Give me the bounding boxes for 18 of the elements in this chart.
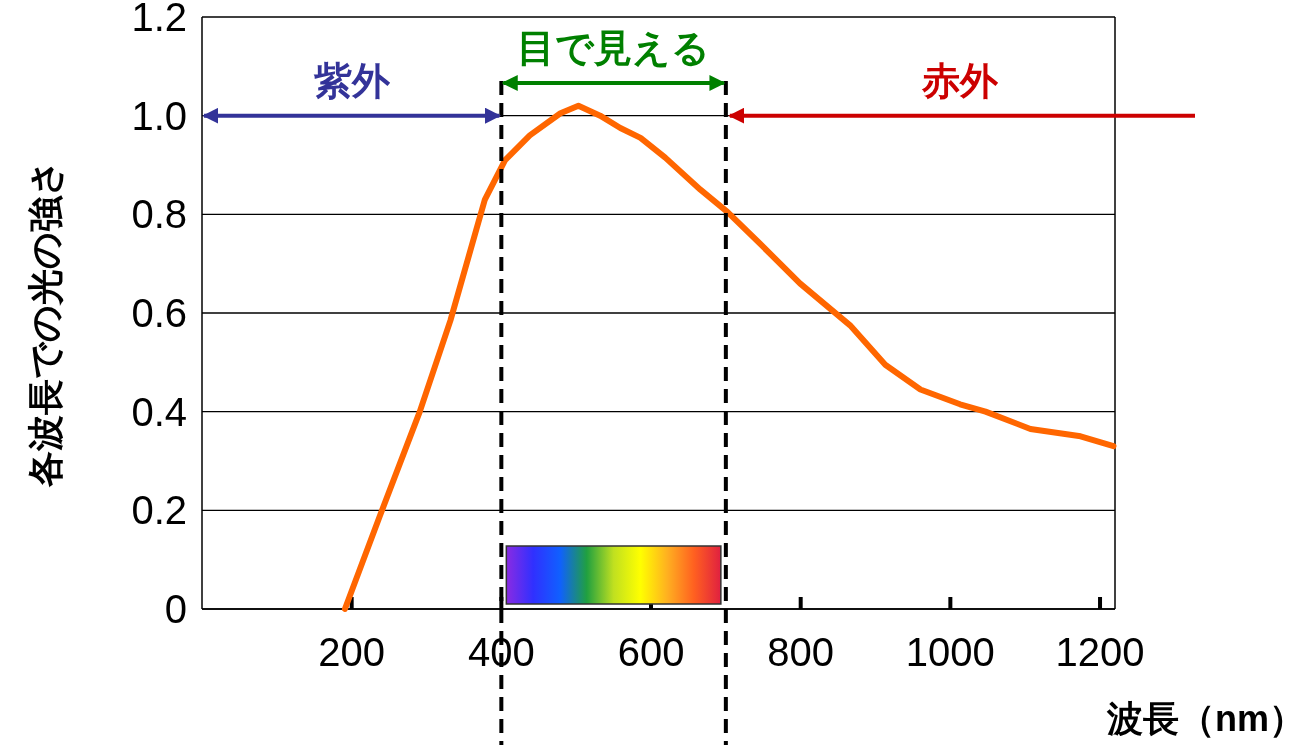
annotation: 紫外 [312, 59, 391, 102]
x-tick-label: 1200 [1055, 630, 1145, 674]
x-tick-label: 200 [318, 630, 386, 674]
y-axis-title: 各波長での光の強さ [25, 159, 66, 488]
y-tick-label: 1.0 [131, 93, 187, 138]
y-tick-label: 1.2 [131, 0, 187, 39]
y-tick-label: 0 [164, 587, 187, 631]
x-axis-title: 波長（nm） [1106, 698, 1305, 739]
x-tick-label: 600 [617, 630, 685, 674]
x-tick-label: 400 [467, 630, 535, 674]
annotation: 赤外 [921, 59, 1000, 102]
y-tick-label: 0.8 [131, 192, 187, 237]
y-tick-label: 0.4 [131, 389, 187, 434]
x-tick-label: 1000 [905, 630, 995, 674]
y-tick-label: 0.2 [131, 488, 187, 533]
annotation: 目で見える [517, 27, 711, 69]
x-tick-label: 800 [767, 630, 835, 674]
y-tick-label: 0.6 [131, 291, 187, 335]
